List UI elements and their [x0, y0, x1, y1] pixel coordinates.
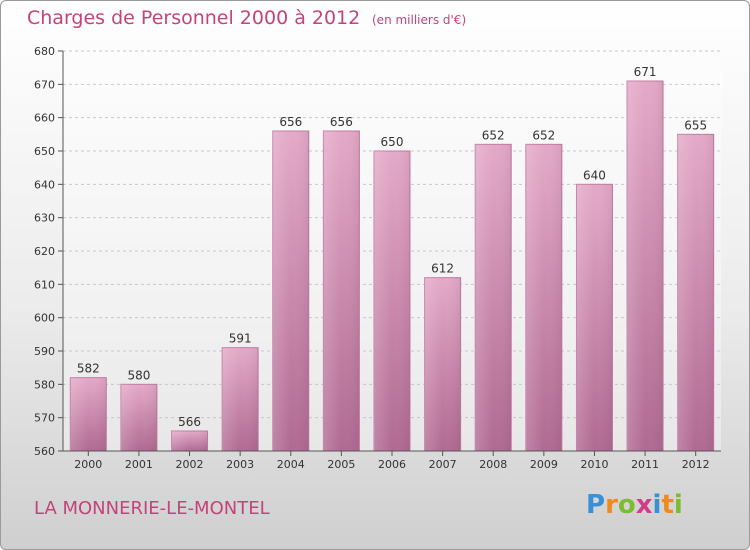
logo-letter: x	[635, 490, 653, 520]
logo-letter: o	[617, 490, 636, 520]
x-tick-label: 2003	[226, 458, 254, 471]
x-tick-label: 2005	[327, 458, 355, 471]
bars-group	[69, 80, 715, 452]
bar-shine	[677, 134, 714, 452]
bar-shine	[475, 144, 512, 452]
bar-shine	[222, 347, 259, 451]
bar-value-label: 640	[583, 168, 606, 182]
bar-value-label: 612	[431, 262, 454, 276]
bar-shine	[627, 81, 664, 451]
logo-letter: r	[605, 490, 618, 520]
y-tick-label: 590	[34, 345, 55, 358]
bar-value-label: 566	[178, 415, 201, 429]
chart-title: Charges de Personnel 2000 à 2012	[27, 7, 361, 29]
bar-shine	[374, 151, 410, 451]
bar-value-label: 652	[482, 128, 505, 142]
logo-letter: t	[661, 490, 674, 520]
y-tick-label: 620	[34, 245, 55, 258]
x-tick-label: 2006	[378, 458, 406, 471]
y-tick-label: 610	[34, 278, 55, 291]
bar-value-label: 671	[634, 65, 657, 79]
bar-value-label: 580	[127, 368, 150, 382]
x-tick-label: 2001	[125, 458, 153, 471]
x-tick-label: 2012	[682, 458, 710, 471]
y-tick-label: 580	[34, 378, 55, 391]
bar-shine	[120, 384, 157, 451]
x-tick-label: 2008	[479, 458, 507, 471]
bar-value-label: 582	[77, 362, 100, 376]
x-tick-label: 2000	[74, 458, 102, 471]
x-tick-label: 2011	[631, 458, 659, 471]
bar-value-label: 656	[330, 115, 353, 129]
bar-shine	[70, 377, 107, 451]
bar-value-label: 655	[684, 118, 707, 132]
logo-letter: i	[673, 490, 683, 520]
bar-shine	[323, 131, 360, 451]
y-tick-label: 560	[34, 445, 55, 458]
x-tick-label: 2004	[277, 458, 305, 471]
bar-value-label: 591	[229, 332, 252, 346]
bar-value-label: 652	[532, 128, 555, 142]
x-tick-label: 2002	[176, 458, 204, 471]
y-tick-label: 570	[34, 412, 55, 425]
y-tick-label: 670	[34, 78, 55, 91]
logo-letter: P	[586, 490, 606, 520]
bar-shine	[525, 144, 562, 452]
bar-value-label: 650	[381, 135, 404, 149]
chart-subtitle: (en milliers d'€)	[372, 13, 467, 27]
y-tick-label: 600	[34, 312, 55, 325]
y-tick-label: 650	[34, 145, 55, 158]
y-tick-label: 630	[34, 212, 55, 225]
labels-group: 560 570 580 590 600 610 620 630 640 650 660 670 680 5…	[34, 45, 710, 471]
proxiti-logo: Proxiti	[586, 490, 683, 520]
y-tick-label: 660	[34, 112, 55, 125]
logo-letter: i	[652, 490, 662, 520]
bar-shine	[576, 184, 613, 452]
x-tick-label: 2010	[580, 458, 608, 471]
bar-value-label: 656	[279, 115, 302, 129]
bar-shine	[171, 431, 208, 451]
bar-shine	[272, 131, 309, 451]
y-tick-label: 680	[34, 45, 55, 58]
axes-group	[58, 50, 721, 456]
x-tick-label: 2009	[530, 458, 558, 471]
bar-shine	[424, 277, 461, 451]
y-tick-label: 640	[34, 178, 55, 191]
commune-name: LA MONNERIE-LE-MONTEL	[34, 498, 270, 519]
x-tick-label: 2007	[429, 458, 457, 471]
